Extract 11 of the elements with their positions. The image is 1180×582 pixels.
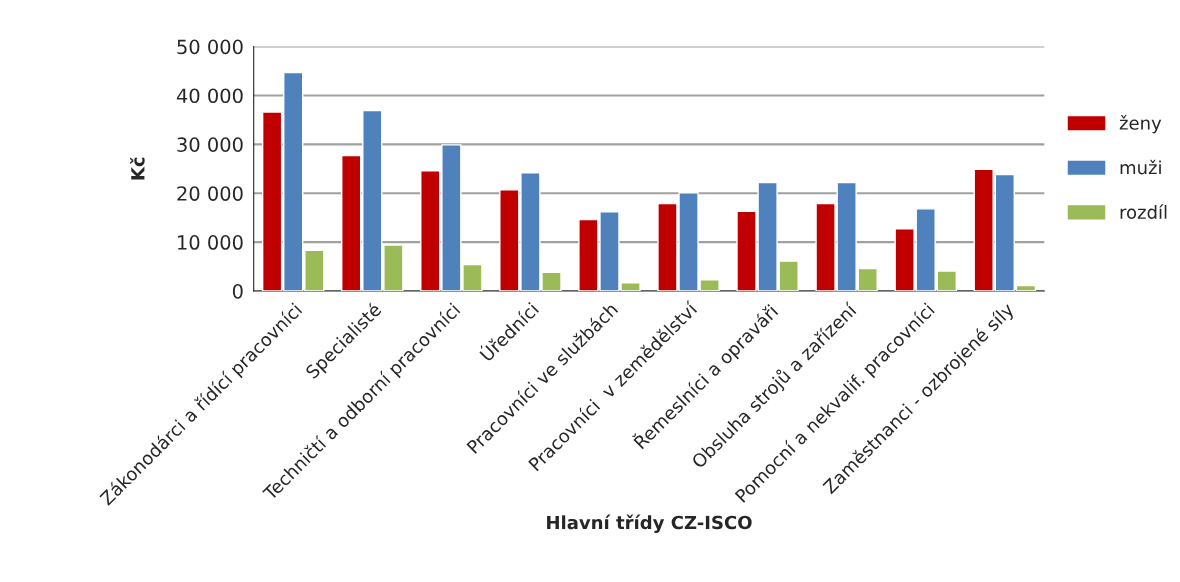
legend-label: ženy bbox=[1119, 115, 1162, 134]
legend-label: muži bbox=[1120, 159, 1161, 175]
y-tick-label: 30 000 bbox=[177, 137, 243, 152]
y-tick-label: 50 000 bbox=[177, 39, 243, 55]
y-tick-label: 10 000 bbox=[178, 235, 243, 250]
y-tick-label: 0 bbox=[232, 283, 243, 299]
x-axis-title: Hlavní třídy CZ-ISCO bbox=[547, 514, 752, 533]
legend-label: rozdíl bbox=[1120, 204, 1167, 219]
y-tick-label: 20 000 bbox=[177, 186, 243, 201]
y-axis-title: Kč bbox=[129, 157, 145, 180]
y-tick-label: 40 000 bbox=[176, 88, 243, 104]
